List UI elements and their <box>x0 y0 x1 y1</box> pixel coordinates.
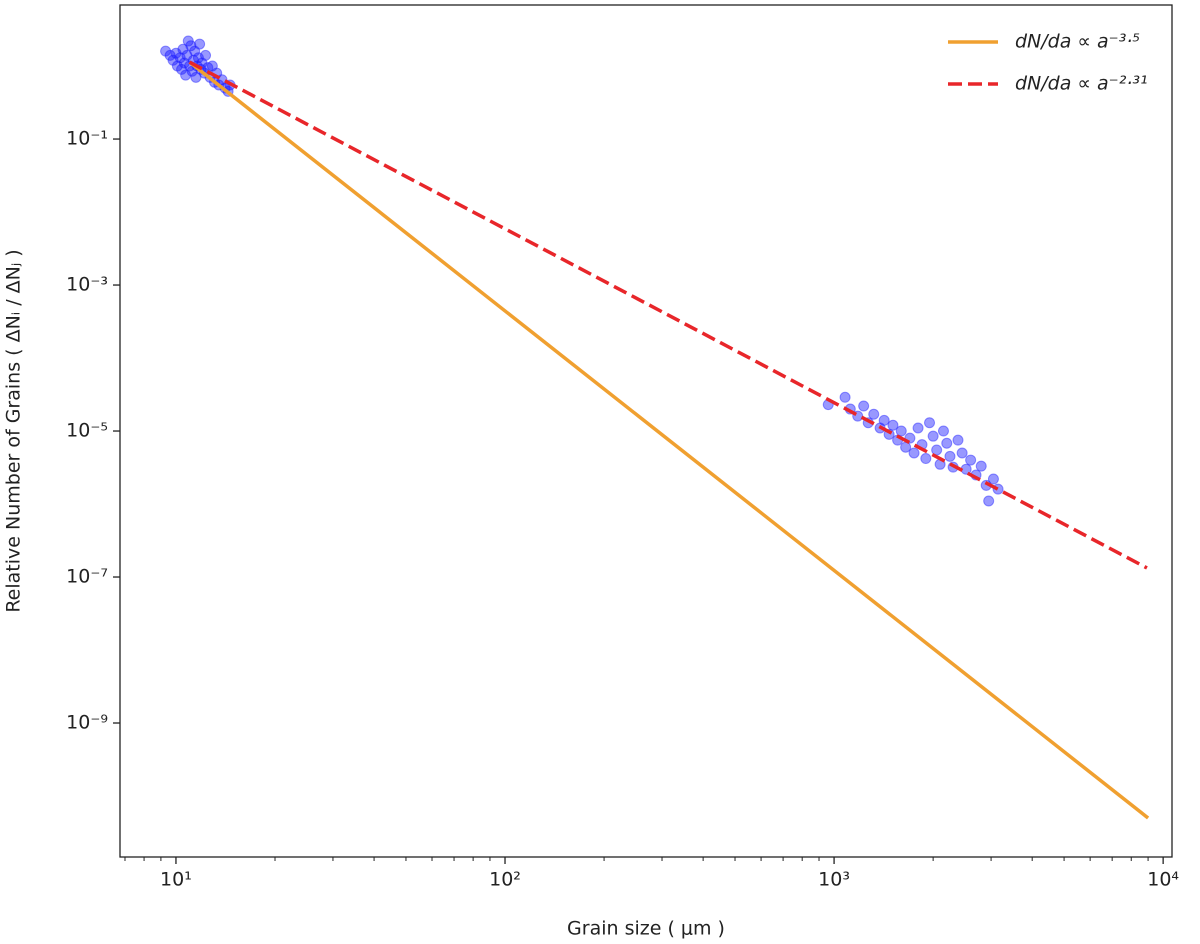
scatter-point <box>944 450 956 462</box>
scatter-point <box>920 453 932 465</box>
scatter-point <box>908 447 920 459</box>
legend-label: dN/da ∝ a⁻³·⁵ <box>1015 31 1140 53</box>
y-tick-label: 10⁻⁹ <box>66 712 108 734</box>
x-tick-label: 10² <box>489 869 521 891</box>
scatter-point <box>924 417 936 429</box>
scatter-point <box>177 43 189 55</box>
y-tick-label: 10⁻¹ <box>66 128 108 150</box>
scatter-point <box>206 60 218 72</box>
scatter-point <box>952 434 964 446</box>
scatter-point <box>182 35 194 47</box>
y-tick-label: 10⁻⁵ <box>66 420 108 442</box>
line-series <box>188 60 1150 820</box>
scatter-point <box>180 69 192 81</box>
scatter-point <box>200 49 212 61</box>
scatter-point <box>912 422 924 434</box>
scatter-point <box>171 60 183 72</box>
scatter-point <box>987 473 999 485</box>
scatter-point <box>937 425 949 437</box>
scatter-point <box>189 45 201 57</box>
scatter-point <box>983 495 995 507</box>
scatter-point <box>174 52 186 64</box>
x-tick-label: 10¹ <box>160 869 192 891</box>
scatter-point <box>160 45 172 57</box>
scatter-point <box>194 38 206 50</box>
scatter-point <box>176 63 188 75</box>
scatter-point <box>941 437 953 449</box>
scatter-point <box>975 460 987 472</box>
scatter-point <box>167 54 179 66</box>
legend-label: dN/da ∝ a⁻²·³¹ <box>1015 73 1148 95</box>
line-series <box>188 60 1148 570</box>
scatter-point <box>190 71 202 83</box>
scatter-point <box>878 414 890 426</box>
scatter-point <box>895 425 907 437</box>
x-tick-label: 10³ <box>818 869 850 891</box>
scatter-point <box>164 49 176 61</box>
scatter-point <box>192 52 204 64</box>
y-tick-label: 10⁻³ <box>66 274 108 296</box>
scatter-point <box>927 430 939 442</box>
scatter-point <box>185 40 197 52</box>
scatter-point <box>858 400 870 412</box>
scatter-point <box>868 408 880 420</box>
x-tick-label: 10⁴ <box>1147 869 1179 891</box>
scatter-point <box>839 391 851 403</box>
scatter-point <box>965 454 977 466</box>
plot-area <box>160 35 1150 820</box>
y-axis-label: Relative Number of Grains ( ΔNᵢ / ΔNⱼ ) <box>3 249 25 612</box>
scatter-point <box>956 447 968 459</box>
y-tick-label: 10⁻⁷ <box>66 566 108 588</box>
scatter-point <box>887 419 899 431</box>
scatter-point <box>170 47 182 59</box>
x-axis-label: Grain size ( μm ) <box>567 918 725 940</box>
scatter-point <box>181 49 193 61</box>
